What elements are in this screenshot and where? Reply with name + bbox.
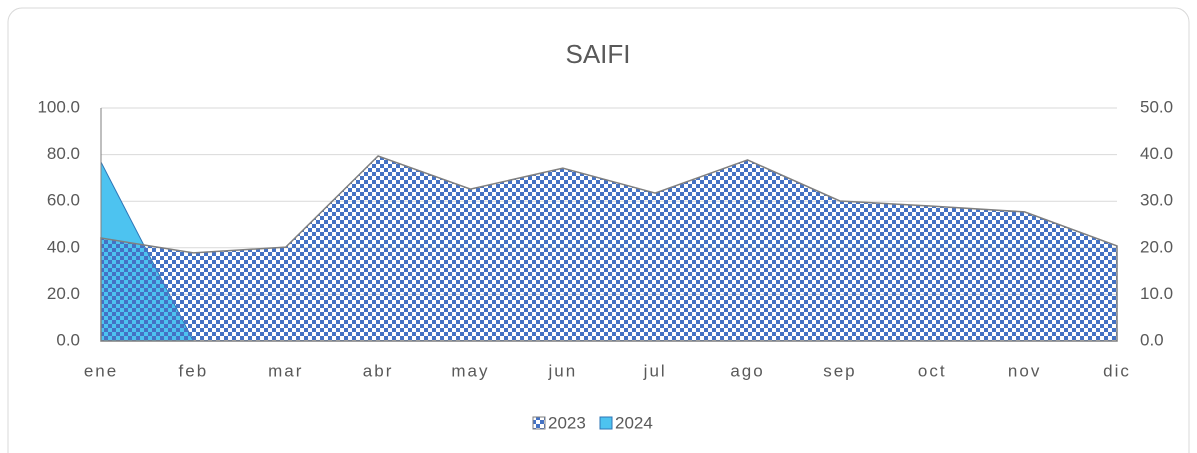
y2-tick-label: 0.0	[1140, 330, 1164, 349]
y-tick-label: 60.0	[47, 191, 80, 210]
legend-swatch	[532, 416, 546, 430]
y2-tick-label: 50.0	[1140, 97, 1173, 116]
legend-label: 2023	[548, 413, 586, 432]
x-tick-label: sep	[823, 361, 856, 380]
area	[100, 155, 1118, 342]
legend-label: 2024	[615, 413, 653, 432]
chart-title: SAIFI	[565, 39, 630, 69]
x-tick-label: jul	[643, 361, 667, 380]
y-tick-label: 0.0	[56, 330, 80, 349]
legend: 2023 2024	[532, 413, 653, 432]
x-tick-label: ene	[84, 361, 118, 380]
x-tick-label: nov	[1008, 361, 1041, 380]
y2-tick-label: 10.0	[1140, 284, 1173, 303]
x-tick-label: abr	[363, 361, 394, 380]
x-tick-label: jun	[547, 361, 577, 380]
x-tick-label: dic	[1103, 361, 1131, 380]
legend-swatch	[599, 416, 613, 430]
x-tick-label: may	[451, 361, 489, 380]
y2-tick-label: 40.0	[1140, 144, 1173, 163]
y-tick-label: 100.0	[37, 97, 80, 116]
x-tick-label: feb	[179, 361, 209, 380]
x-tick-label: oct	[918, 361, 947, 380]
x-tick-label: mar	[268, 361, 303, 380]
y-tick-label: 80.0	[47, 144, 80, 163]
x-tick-label: ago	[730, 361, 764, 380]
y2-tick-label: 30.0	[1140, 191, 1173, 210]
y-tick-label: 20.0	[47, 284, 80, 303]
y-tick-label: 40.0	[47, 237, 80, 256]
y2-tick-label: 20.0	[1140, 237, 1173, 256]
